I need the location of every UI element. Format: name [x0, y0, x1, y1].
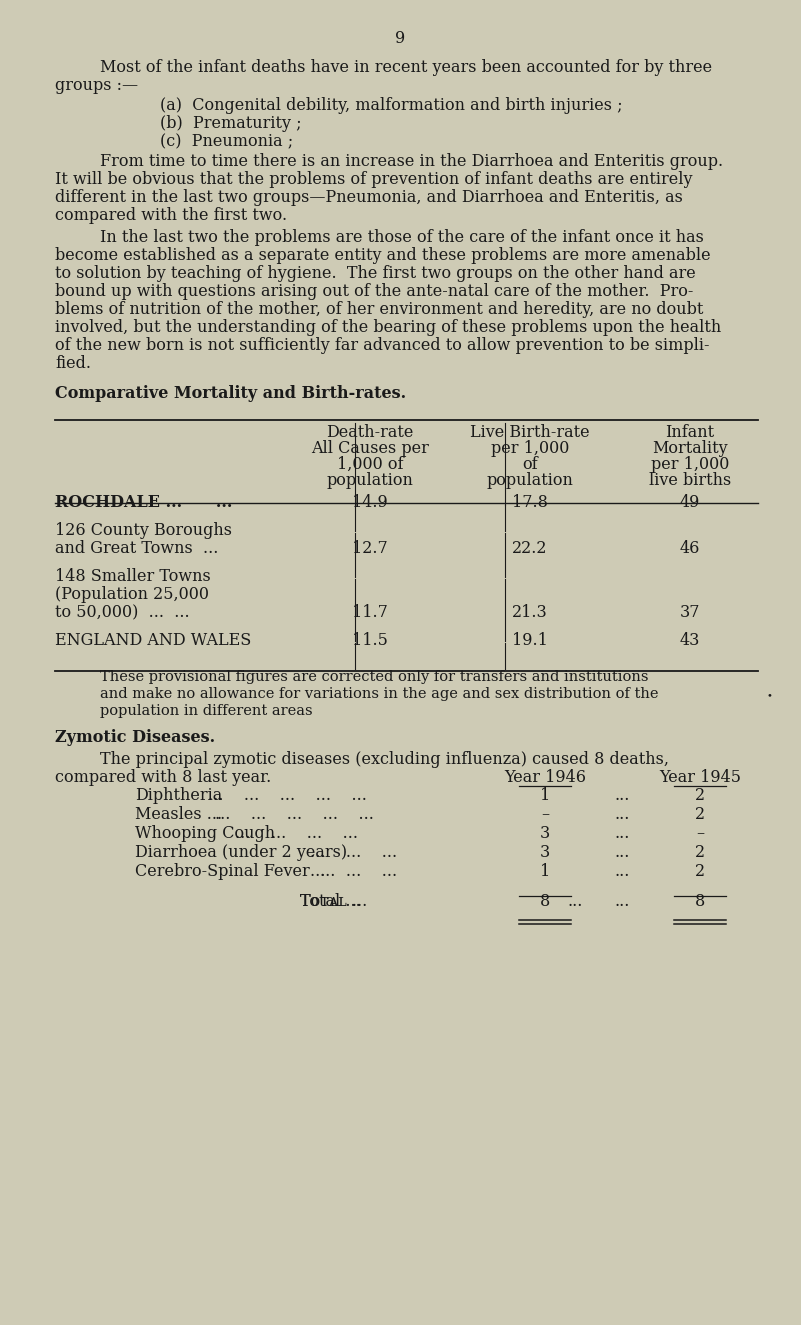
Text: of: of	[522, 456, 537, 473]
Text: Infant: Infant	[666, 424, 714, 441]
Text: 2: 2	[695, 806, 705, 823]
Text: 11.7: 11.7	[352, 604, 388, 621]
Text: population in different areas: population in different areas	[100, 704, 312, 718]
Text: ...: ...	[614, 825, 630, 841]
Text: 49: 49	[680, 494, 700, 511]
Text: Year 1945: Year 1945	[659, 768, 741, 786]
Text: (b)  Prematurity ;: (b) Prematurity ;	[160, 115, 302, 132]
Text: 126 County Boroughs: 126 County Boroughs	[55, 522, 232, 539]
Text: 17.8: 17.8	[512, 494, 548, 511]
Text: •: •	[766, 692, 772, 700]
Text: 21.3: 21.3	[512, 604, 548, 621]
Text: 37: 37	[680, 604, 700, 621]
Text: 46: 46	[680, 541, 700, 556]
Text: 12.7: 12.7	[352, 541, 388, 556]
Text: Zymotic Diseases.: Zymotic Diseases.	[55, 729, 215, 746]
Text: bound up with questions arising out of the ante-natal care of the mother.  Pro-: bound up with questions arising out of t…	[55, 284, 694, 299]
Text: ...    ...    ...    ...: ... ... ... ...	[235, 825, 358, 841]
Text: 11.5: 11.5	[352, 632, 388, 649]
Text: 2: 2	[695, 844, 705, 861]
Text: Diarrhoea (under 2 years): Diarrhoea (under 2 years)	[135, 844, 347, 861]
Text: different in the last two groups—Pneumonia, and Diarrhoea and Enteritis, as: different in the last two groups—Pneumon…	[55, 189, 683, 205]
Text: population: population	[486, 472, 574, 489]
Text: 22.2: 22.2	[513, 541, 548, 556]
Text: of the new born is not sufficiently far advanced to allow prevention to be simpl: of the new born is not sufficiently far …	[55, 337, 710, 354]
Text: Total ...: Total ...	[300, 893, 360, 910]
Text: ...: ...	[614, 787, 630, 804]
Text: 8: 8	[695, 893, 705, 910]
Text: per 1,000: per 1,000	[491, 440, 570, 457]
Text: and make no allowance for variations in the age and sex distribution of the: and make no allowance for variations in …	[100, 686, 658, 701]
Text: 1: 1	[540, 863, 550, 880]
Text: Year 1946: Year 1946	[504, 768, 586, 786]
Text: ...: ...	[614, 844, 630, 861]
Text: It will be obvious that the problems of prevention of infant deaths are entirely: It will be obvious that the problems of …	[55, 171, 693, 188]
Text: 19.1: 19.1	[512, 632, 548, 649]
Text: Cerebro-Spinal Fever  ...: Cerebro-Spinal Fever ...	[135, 863, 336, 880]
Text: per 1,000: per 1,000	[650, 456, 729, 473]
Text: ...: ...	[614, 806, 630, 823]
Text: ROCHDALE ...      ...: ROCHDALE ... ...	[55, 494, 232, 511]
Text: 3: 3	[540, 844, 550, 861]
Text: ENGLAND AND WALES: ENGLAND AND WALES	[55, 632, 252, 649]
Text: 148 Smaller Towns: 148 Smaller Towns	[55, 568, 211, 586]
Text: From time to time there is an increase in the Diarrhoea and Enteritis group.: From time to time there is an increase i…	[100, 152, 723, 170]
Text: Diphtheria: Diphtheria	[135, 787, 222, 804]
Text: Tᴏᴛᴀʟ ...: Tᴏᴛᴀʟ ...	[300, 893, 367, 910]
Text: Mortality: Mortality	[652, 440, 728, 457]
Text: blems of nutrition of the mother, of her environment and heredity, are no doubt: blems of nutrition of the mother, of her…	[55, 301, 703, 318]
Text: The principal zymotic diseases (excluding influenza) caused 8 deaths,: The principal zymotic diseases (excludin…	[100, 751, 669, 768]
Text: compared with 8 last year.: compared with 8 last year.	[55, 768, 272, 786]
Text: –: –	[541, 806, 549, 823]
Text: 3: 3	[540, 825, 550, 841]
Text: (c)  Pneumonia ;: (c) Pneumonia ;	[160, 132, 293, 150]
Text: (Population 25,000: (Population 25,000	[55, 586, 209, 603]
Text: live births: live births	[649, 472, 731, 489]
Text: fied.: fied.	[55, 355, 91, 372]
Text: (a)  Congenital debility, malformation and birth injuries ;: (a) Congenital debility, malformation an…	[160, 97, 622, 114]
Text: compared with the first two.: compared with the first two.	[55, 207, 287, 224]
Text: ...: ...	[614, 893, 630, 910]
Text: population: population	[327, 472, 413, 489]
Text: to solution by teaching of hygiene.  The first two groups on the other hand are: to solution by teaching of hygiene. The …	[55, 265, 696, 282]
Text: and Great Towns  ...: and Great Towns ...	[55, 541, 219, 556]
Text: In the last two the problems are those of the care of the infant once it has: In the last two the problems are those o…	[100, 229, 704, 246]
Text: involved, but the understanding of the bearing of these problems upon the health: involved, but the understanding of the b…	[55, 319, 721, 337]
Text: ...    ...    ...    ...    ...: ... ... ... ... ...	[208, 787, 367, 804]
Text: ...: ...	[567, 893, 582, 910]
Text: to 50,000)  ...  ...: to 50,000) ... ...	[55, 604, 190, 621]
Text: 1,000 of: 1,000 of	[336, 456, 403, 473]
Text: ...    ...    ...    ...    ...: ... ... ... ... ...	[215, 806, 374, 823]
Text: Comparative Mortality and Birth-rates.: Comparative Mortality and Birth-rates.	[55, 386, 406, 401]
Text: Live Birth-rate: Live Birth-rate	[470, 424, 590, 441]
Text: 9: 9	[396, 30, 405, 46]
Text: ...: ...	[614, 863, 630, 880]
Text: These provisional figures are corrected only for transfers and institutions: These provisional figures are corrected …	[100, 670, 649, 684]
Text: become established as a separate entity and these problems are more amenable: become established as a separate entity …	[55, 246, 710, 264]
Text: Death-rate: Death-rate	[326, 424, 413, 441]
Text: Measles ...: Measles ...	[135, 806, 222, 823]
Text: –: –	[696, 825, 704, 841]
Text: 43: 43	[680, 632, 700, 649]
Text: 1: 1	[540, 787, 550, 804]
Text: 2: 2	[695, 787, 705, 804]
Text: ...    ...    ...: ... ... ...	[310, 844, 397, 861]
Text: 8: 8	[540, 893, 550, 910]
Text: groups :—: groups :—	[55, 77, 138, 94]
Text: ...    ...    ...: ... ... ...	[310, 863, 397, 880]
Text: 14.9: 14.9	[352, 494, 388, 511]
Text: 2: 2	[695, 863, 705, 880]
Text: Whooping Cough: Whooping Cough	[135, 825, 275, 841]
Text: Most of the infant deaths have in recent years been accounted for by three: Most of the infant deaths have in recent…	[100, 60, 712, 76]
Text: All Causes per: All Causes per	[311, 440, 429, 457]
